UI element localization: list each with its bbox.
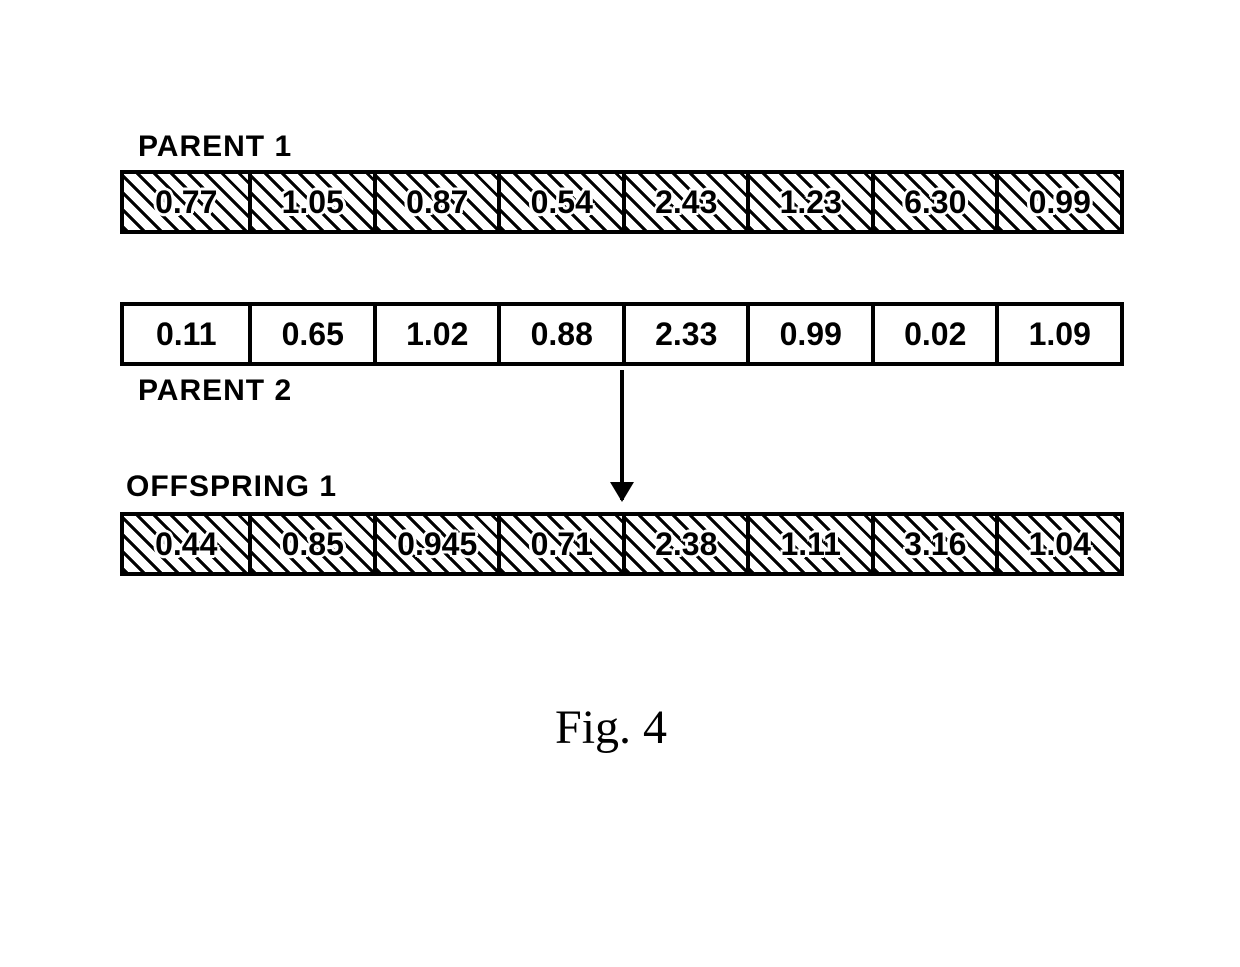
offspring1-cell: 3.16 xyxy=(871,516,996,572)
offspring1-cell: 2.38 xyxy=(622,516,747,572)
offspring1-row: 0.44 0.85 0.945 0.71 2.38 1.11 3.16 1.04 xyxy=(120,512,1124,576)
offspring1-cell: 0.945 xyxy=(373,516,498,572)
parent2-cell: 0.65 xyxy=(248,306,373,362)
parent2-cell: 0.99 xyxy=(746,306,871,362)
parent1-cell: 1.23 xyxy=(746,174,871,230)
parent2-label: PARENT 2 xyxy=(138,374,292,408)
offspring1-label: OFFSPRING 1 xyxy=(126,470,337,504)
parent1-cell: 0.54 xyxy=(497,174,622,230)
offspring1-cell: 0.85 xyxy=(248,516,373,572)
parent1-cell: 0.87 xyxy=(373,174,498,230)
offspring1-cell: 0.71 xyxy=(497,516,622,572)
down-arrow-icon xyxy=(620,370,624,500)
offspring1-cell: 1.11 xyxy=(746,516,871,572)
parent2-cell: 0.11 xyxy=(124,306,248,362)
parent2-cell: 1.02 xyxy=(373,306,498,362)
parent1-label: PARENT 1 xyxy=(138,130,292,164)
parent1-cell: 2.43 xyxy=(622,174,747,230)
parent2-cell: 0.88 xyxy=(497,306,622,362)
parent1-cell: 0.99 xyxy=(995,174,1120,230)
figure-stage: PARENT 1 0.77 1.05 0.87 0.54 2.43 1.23 6… xyxy=(0,0,1240,967)
parent1-row: 0.77 1.05 0.87 0.54 2.43 1.23 6.30 0.99 xyxy=(120,170,1124,234)
parent1-cell: 6.30 xyxy=(871,174,996,230)
parent1-cell: 0.77 xyxy=(124,174,248,230)
figure-caption: Fig. 4 xyxy=(555,700,667,755)
parent2-row: 0.11 0.65 1.02 0.88 2.33 0.99 0.02 1.09 xyxy=(120,302,1124,366)
parent2-cell: 2.33 xyxy=(622,306,747,362)
offspring1-cell: 1.04 xyxy=(995,516,1120,572)
offspring1-cell: 0.44 xyxy=(124,516,248,572)
parent1-cell: 1.05 xyxy=(248,174,373,230)
parent2-cell: 1.09 xyxy=(995,306,1120,362)
parent2-cell: 0.02 xyxy=(871,306,996,362)
